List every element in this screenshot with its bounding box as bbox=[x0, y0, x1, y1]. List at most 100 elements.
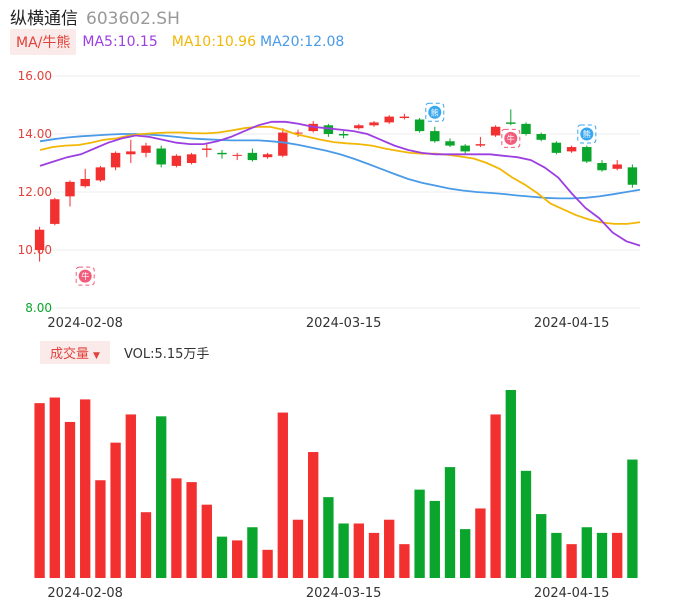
volume-toggle-button[interactable]: 成交量 ▼ bbox=[40, 340, 110, 364]
candle-body bbox=[430, 131, 440, 142]
volume-bar bbox=[475, 508, 486, 578]
volume-bar bbox=[490, 414, 501, 578]
ma5-legend: MA5:10.15 bbox=[82, 34, 158, 50]
candle-body bbox=[171, 155, 182, 166]
x-tick-label: 2024-02-08 bbox=[47, 316, 123, 331]
ma5-line bbox=[39, 120, 641, 247]
volume-bar bbox=[232, 540, 243, 578]
y-tick-label: 12.00 bbox=[18, 185, 52, 199]
volume-bar bbox=[444, 467, 456, 578]
candle-body bbox=[521, 123, 531, 134]
candle-body bbox=[399, 116, 410, 119]
candle-body bbox=[338, 134, 349, 136]
ma-legend: MA/牛熊 MA5:10.15 MA10:10.96 MA20:12.08 bbox=[10, 29, 344, 55]
volume-bar bbox=[80, 399, 91, 578]
stock-code: 603602.SH bbox=[86, 9, 180, 29]
candle-body bbox=[460, 145, 470, 152]
candle-body bbox=[141, 145, 151, 153]
candle-body bbox=[202, 148, 212, 150]
volume-bar bbox=[201, 504, 212, 578]
volume-bar bbox=[338, 523, 349, 578]
x-tick-label: 2024-02-08 bbox=[47, 586, 123, 601]
y-tick-label: 14.00 bbox=[18, 127, 52, 141]
ma10-line bbox=[39, 125, 641, 225]
ma-toggle-button[interactable]: MA/牛熊 bbox=[10, 29, 77, 55]
candle-body bbox=[80, 178, 90, 187]
ma20-line bbox=[39, 133, 641, 200]
candle-body bbox=[232, 154, 242, 156]
volume-bar bbox=[323, 497, 334, 578]
candle-body bbox=[445, 141, 455, 146]
candle-body bbox=[475, 144, 486, 146]
volume-bar bbox=[140, 512, 152, 578]
stock-header: 纵横通信 603602.SH bbox=[10, 4, 180, 29]
volume-bar bbox=[368, 532, 380, 578]
bear-marker-frame bbox=[425, 102, 445, 122]
volume-bar bbox=[292, 519, 304, 578]
volume-bar bbox=[399, 544, 410, 578]
volume-bar bbox=[551, 532, 562, 578]
volume-bar bbox=[581, 527, 592, 578]
bull-marker-label: 牛 bbox=[507, 133, 515, 143]
y-tick-label: 10.00 bbox=[18, 243, 52, 257]
volume-bar bbox=[384, 519, 395, 578]
stock-name: 纵横通信 bbox=[10, 9, 78, 29]
volume-bar bbox=[247, 527, 258, 578]
caret-down-icon: ▼ bbox=[93, 350, 100, 361]
volume-bar bbox=[34, 403, 45, 578]
candle-body bbox=[506, 122, 516, 124]
candle-body bbox=[551, 142, 562, 153]
candle-body bbox=[156, 148, 166, 165]
bull-marker-frame bbox=[501, 128, 521, 148]
candle-body bbox=[95, 167, 106, 181]
candle-body bbox=[566, 147, 577, 152]
volume-bar bbox=[186, 482, 197, 578]
volume-bar bbox=[156, 416, 167, 578]
volume-bar bbox=[110, 442, 121, 578]
candle-body bbox=[278, 132, 288, 156]
candle-body bbox=[126, 151, 136, 155]
volume-bar bbox=[353, 523, 364, 578]
y-tick-label: 16.00 bbox=[18, 69, 52, 83]
bear-marker-label: 熊 bbox=[583, 129, 591, 139]
candle-body bbox=[110, 152, 121, 168]
bull-marker-icon bbox=[504, 131, 518, 145]
candle-body bbox=[34, 229, 45, 250]
candle-body bbox=[247, 152, 258, 161]
volume-bar bbox=[596, 532, 608, 578]
y-tick-label: 8.00 bbox=[25, 301, 52, 315]
candle-body bbox=[414, 119, 425, 132]
candle-body bbox=[217, 152, 227, 155]
candle-body bbox=[323, 125, 334, 134]
ma10-legend: MA10:10.96 bbox=[171, 34, 257, 50]
volume-bar bbox=[308, 452, 319, 578]
volume-bar bbox=[216, 536, 228, 578]
bull-marker-label: 牛 bbox=[81, 271, 89, 281]
candle-body bbox=[293, 132, 303, 134]
candle-body bbox=[186, 154, 197, 163]
candle-body bbox=[262, 154, 273, 158]
candle-body bbox=[354, 125, 364, 129]
volume-toggle-label: 成交量 bbox=[50, 346, 90, 362]
volume-legend: 成交量 ▼ VOL:5.15万手 bbox=[40, 340, 209, 364]
volume-bar bbox=[125, 414, 136, 578]
candle-body bbox=[536, 134, 546, 140]
candle-body bbox=[65, 181, 75, 197]
bull-marker-frame bbox=[75, 266, 95, 286]
x-tick-label: 2024-03-15 bbox=[306, 586, 382, 601]
volume-bar bbox=[95, 480, 106, 578]
bear-marker-icon bbox=[580, 127, 594, 141]
volume-bar bbox=[612, 532, 623, 578]
volume-bar bbox=[64, 421, 76, 578]
volume-bar bbox=[171, 478, 182, 578]
bear-marker-frame bbox=[577, 124, 597, 144]
candle-body bbox=[627, 167, 638, 185]
volume-bar bbox=[627, 459, 638, 578]
volume-bar bbox=[277, 412, 288, 578]
candle-body bbox=[597, 163, 607, 171]
bull-marker-icon bbox=[78, 269, 92, 283]
x-tick-label: 2024-03-15 bbox=[306, 316, 382, 331]
volume-bar bbox=[536, 514, 547, 578]
volume-bar bbox=[520, 470, 532, 578]
